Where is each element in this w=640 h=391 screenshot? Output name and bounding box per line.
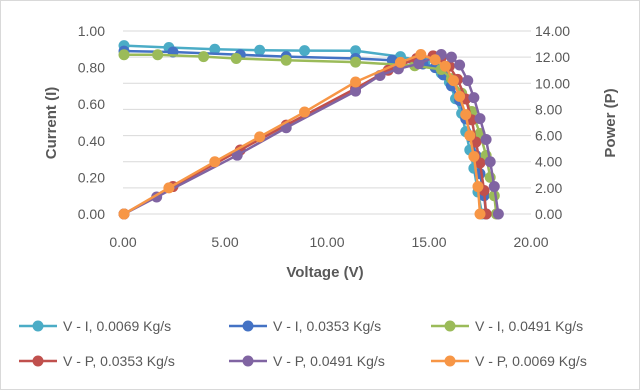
data-point [468,92,480,104]
y2-tick-label: 4.00 [535,154,562,170]
data-point [447,75,459,87]
data-point [480,133,492,145]
data-point [464,130,476,142]
data-point [118,49,130,61]
legend-entry: V - I, 0.0353 Kg/s [229,318,381,334]
legend-entry: V - I, 0.0069 Kg/s [19,318,171,334]
data-point [254,44,266,56]
data-point [163,182,175,194]
data-point [350,85,362,97]
data-point [472,181,484,193]
data-point [492,208,504,220]
y2-tick-label: 8.00 [535,101,562,117]
data-point [209,156,221,168]
y2-tick-label: 10.00 [535,75,570,91]
legend-label: V - P, 0.0069 Kg/s [475,353,587,369]
y-tick-label: 1.00 [78,23,105,39]
y2-tick-label: 6.00 [535,128,562,144]
y2-axis-title: Power (P) [602,88,619,157]
data-point [488,181,500,193]
data-point [454,59,466,71]
data-point [394,56,406,68]
x-tick-label: 20.00 [513,234,548,250]
legend: V - I, 0.0069 Kg/s V - I, 0.0353 Kg/s V - … [19,318,587,369]
x-axis-title: Voltage (V) [286,264,363,281]
x-tick-label: 0.00 [109,234,136,250]
data-point [299,106,311,118]
y-tick-label: 0.00 [78,206,105,222]
data-point [230,52,242,64]
data-point [454,90,466,102]
y-tick-label: 0.80 [78,60,105,76]
data-point [460,109,472,121]
series-line [123,54,488,216]
data-point [439,60,451,72]
legend-label: V - P, 0.0491 Kg/s [273,353,385,369]
legend-marker [242,320,254,332]
data-point [198,51,210,63]
legend-marker [32,320,44,332]
y-tick-label: 0.60 [78,96,105,112]
data-point [231,149,243,161]
series-line [123,53,482,216]
y2-tick-label: 14.00 [535,23,570,39]
legend-marker [32,355,44,367]
data-point [468,150,480,162]
data-point [445,51,457,63]
y2-tick-label: 12.00 [535,49,570,65]
y2-tick-label: 0.00 [535,206,562,222]
legend-entry: V - I, 0.0491 Kg/s [431,318,583,334]
data-point [429,54,441,66]
data-point [118,208,130,220]
legend-label: V - I, 0.0491 Kg/s [475,318,583,334]
legend-entry: V - P, 0.0069 Kg/s [431,353,587,369]
y-tick-label: 0.20 [78,169,105,185]
data-point [413,58,425,70]
axes: 0.00 0.20 0.40 0.60 0.80 1.00 0.00 2.00 4.00 6.00… [78,23,570,250]
data-point [350,45,362,57]
legend-marker [444,355,456,367]
data-point [299,45,311,57]
x-tick-label: 15.00 [411,234,446,250]
data-point [474,208,486,220]
data-point [415,49,427,61]
data-point [474,113,486,125]
y-axis-title: Current (I) [43,87,60,160]
legend-entry: V - P, 0.0353 Kg/s [19,353,175,369]
legend-label: V - I, 0.0353 Kg/s [273,318,381,334]
plot-area [118,40,504,220]
legend-label: V - P, 0.0353 Kg/s [63,353,175,369]
data-point [462,75,474,87]
data-point [484,156,496,168]
data-point [209,43,221,55]
data-point [280,54,292,66]
x-tick-label: 10.00 [309,234,344,250]
data-point [350,76,362,88]
y2-tick-label: 2.00 [535,180,562,196]
y-tick-label: 0.40 [78,133,105,149]
data-point [254,131,266,143]
legend-marker [444,320,456,332]
data-point [350,56,362,68]
legend-label: V - I, 0.0069 Kg/s [63,318,171,334]
legend-marker [242,355,254,367]
series-line [123,49,488,215]
legend-entry: V - P, 0.0491 Kg/s [229,353,385,369]
x-tick-label: 5.00 [211,234,238,250]
data-point [152,49,164,61]
